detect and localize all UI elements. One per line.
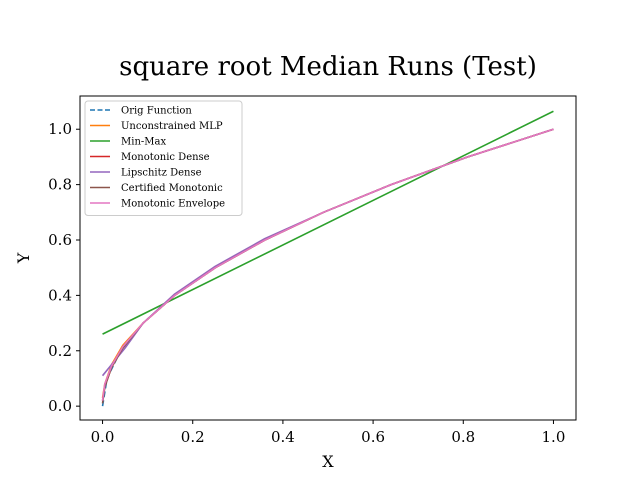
x-axis-label: X	[322, 452, 334, 471]
plot-frame	[79, 95, 577, 421]
legend-label: Min-Max	[121, 137, 166, 148]
y-axis: 0.0 0.2 0.4 0.6 0.8 1.0	[48, 120, 80, 415]
legend-label: Orig Function	[121, 106, 192, 117]
legend-label: Lipschitz Dense	[121, 168, 202, 179]
x-tick-label: 0.8	[451, 428, 475, 446]
y-tick-label: 0.4	[48, 286, 72, 304]
y-tick-label: 0.8	[48, 176, 72, 194]
legend-label: Certified Monotonic	[121, 183, 223, 194]
legend: Orig Function Unconstrained MLP Min-Max Mon…	[84, 100, 243, 216]
chart-title: square root Median Runs (Test)	[119, 52, 537, 82]
legend-label: Unconstrained MLP	[121, 121, 223, 132]
y-tick-label: 0.2	[48, 342, 72, 360]
plot-lines	[101, 110, 554, 407]
x-tick-label: 1.0	[542, 428, 566, 446]
y-axis-label: Y	[14, 252, 33, 264]
x-axis: 0.0 0.2 0.4 0.6 0.8 1.0	[91, 420, 566, 446]
series-line-6	[101, 128, 554, 401]
x-tick-label: 0.6	[361, 428, 385, 446]
x-tick-label: 0.0	[91, 428, 115, 446]
x-tick-label: 0.2	[181, 428, 205, 446]
x-tick-label: 0.4	[271, 428, 295, 446]
legend-box	[84, 100, 243, 216]
legend-label: Monotonic Envelope	[121, 199, 225, 210]
y-tick-label: 0.6	[48, 231, 72, 249]
y-tick-label: 0.0	[48, 397, 72, 415]
legend-label: Monotonic Dense	[121, 152, 210, 163]
y-tick-label: 1.0	[48, 120, 72, 138]
series-line-2	[102, 110, 554, 335]
